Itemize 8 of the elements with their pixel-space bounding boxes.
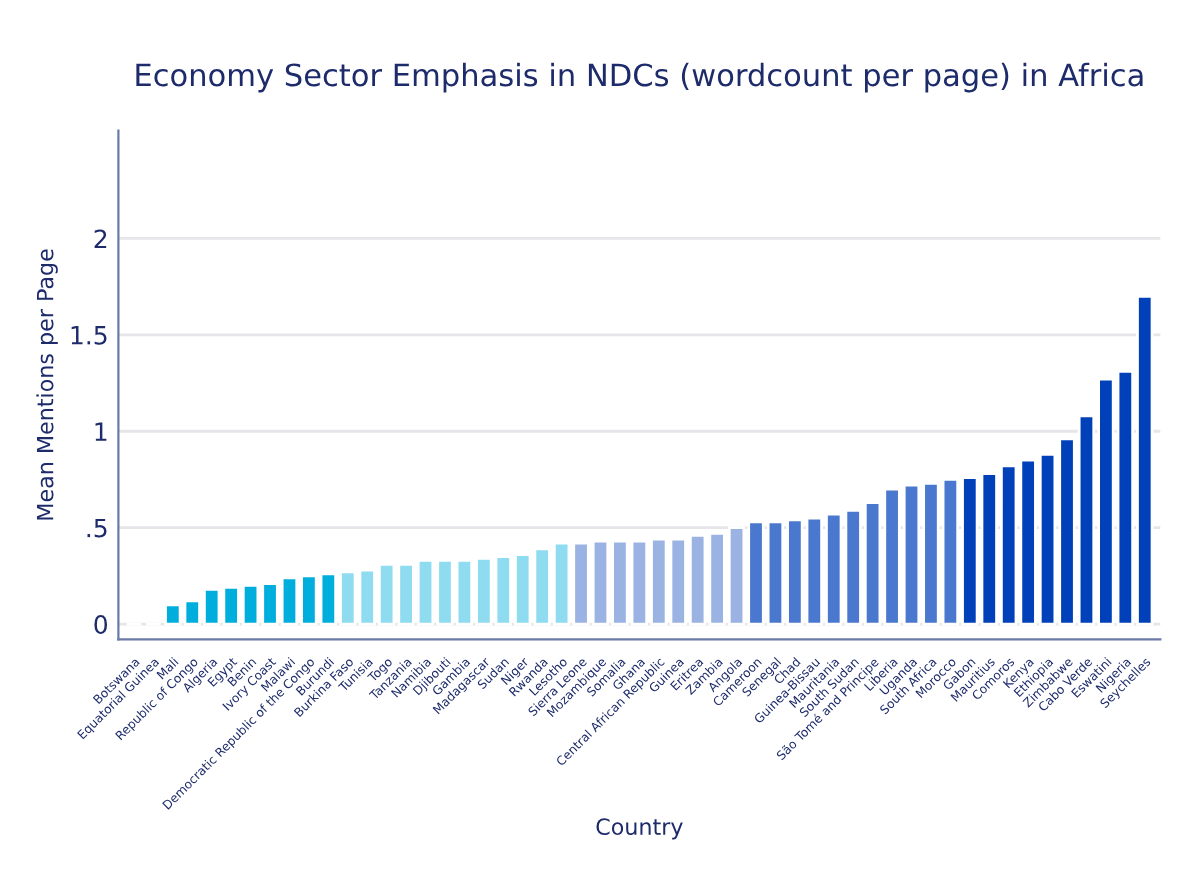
y-tick-label: .5 [87,518,107,538]
x-axis-title: Country [596,818,683,840]
y-axis-title: Mean Mentions per Page [36,249,58,520]
y-tick-label: 1 [95,422,107,441]
y-tick-label: 0 [94,614,108,634]
y-tick-label: 2 [94,229,107,248]
y-tick-label: 1.5 [71,326,107,345]
chart-title: Economy Sector Emphasis in NDCs (wordcount per page) in Africa [136,62,1143,93]
